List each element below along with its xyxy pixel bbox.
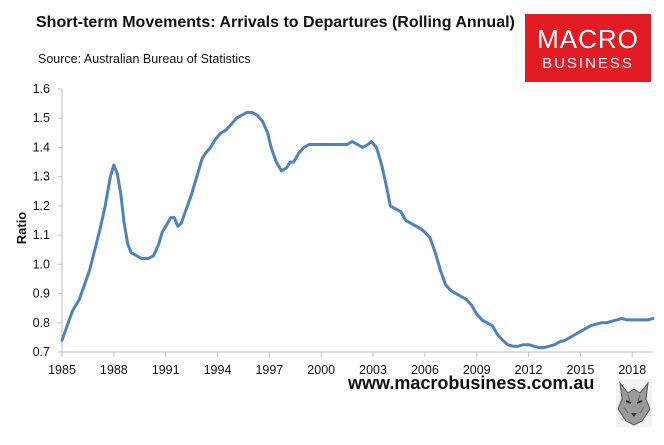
- x-tick-label: 2015: [567, 363, 595, 377]
- chart-axes: [61, 89, 653, 353]
- x-tick-label: 1991: [152, 363, 180, 377]
- wolf-icon: [616, 379, 652, 427]
- y-tick-label: 0.9: [33, 287, 50, 301]
- macrobusiness-logo: MACRO BUSINESS: [525, 14, 651, 82]
- y-tick-label: 0.8: [33, 316, 50, 330]
- x-tick-label: 2012: [515, 363, 543, 377]
- y-tick-label: 1.2: [33, 199, 50, 213]
- x-tick-label: 2009: [463, 363, 491, 377]
- chart-source: Source: Australian Bureau of Statistics: [38, 52, 251, 66]
- logo-text-macro: MACRO: [537, 24, 639, 54]
- x-tick-label: 1988: [100, 363, 128, 377]
- y-tick-label: 0.7: [33, 345, 50, 359]
- x-tick-label: 1994: [204, 363, 232, 377]
- y-axis-label: Ratio: [14, 212, 29, 245]
- y-tick-label: 1.0: [33, 257, 50, 271]
- y-tick-label: 1.6: [33, 82, 50, 96]
- y-tick-label: 1.3: [33, 170, 50, 184]
- y-tick-label: 1.1: [33, 228, 50, 242]
- chart-series: [60, 110, 655, 350]
- logo-text-business: BUSINESS: [542, 55, 634, 72]
- y-tick-label: 1.5: [33, 111, 50, 125]
- x-tick-label: 1985: [48, 363, 76, 377]
- chart-ticks: 0.7 0.8 0.9 1.0 1.1 1.2 1.3 1.4 1.5 1.6 1985 1988 19…: [33, 82, 647, 377]
- x-tick-label: 2003: [359, 363, 387, 377]
- chart-title: Short-term Movements: Arrivals to Depart…: [36, 14, 515, 31]
- x-tick-label: 2000: [307, 363, 335, 377]
- x-tick-label: 1997: [255, 363, 283, 377]
- y-tick-label: 1.4: [33, 140, 50, 154]
- series-line: [60, 110, 655, 350]
- x-tick-label: 2018: [618, 363, 646, 377]
- footer-url[interactable]: www.macrobusiness.com.au: [348, 373, 595, 393]
- x-tick-label: 2006: [411, 363, 439, 377]
